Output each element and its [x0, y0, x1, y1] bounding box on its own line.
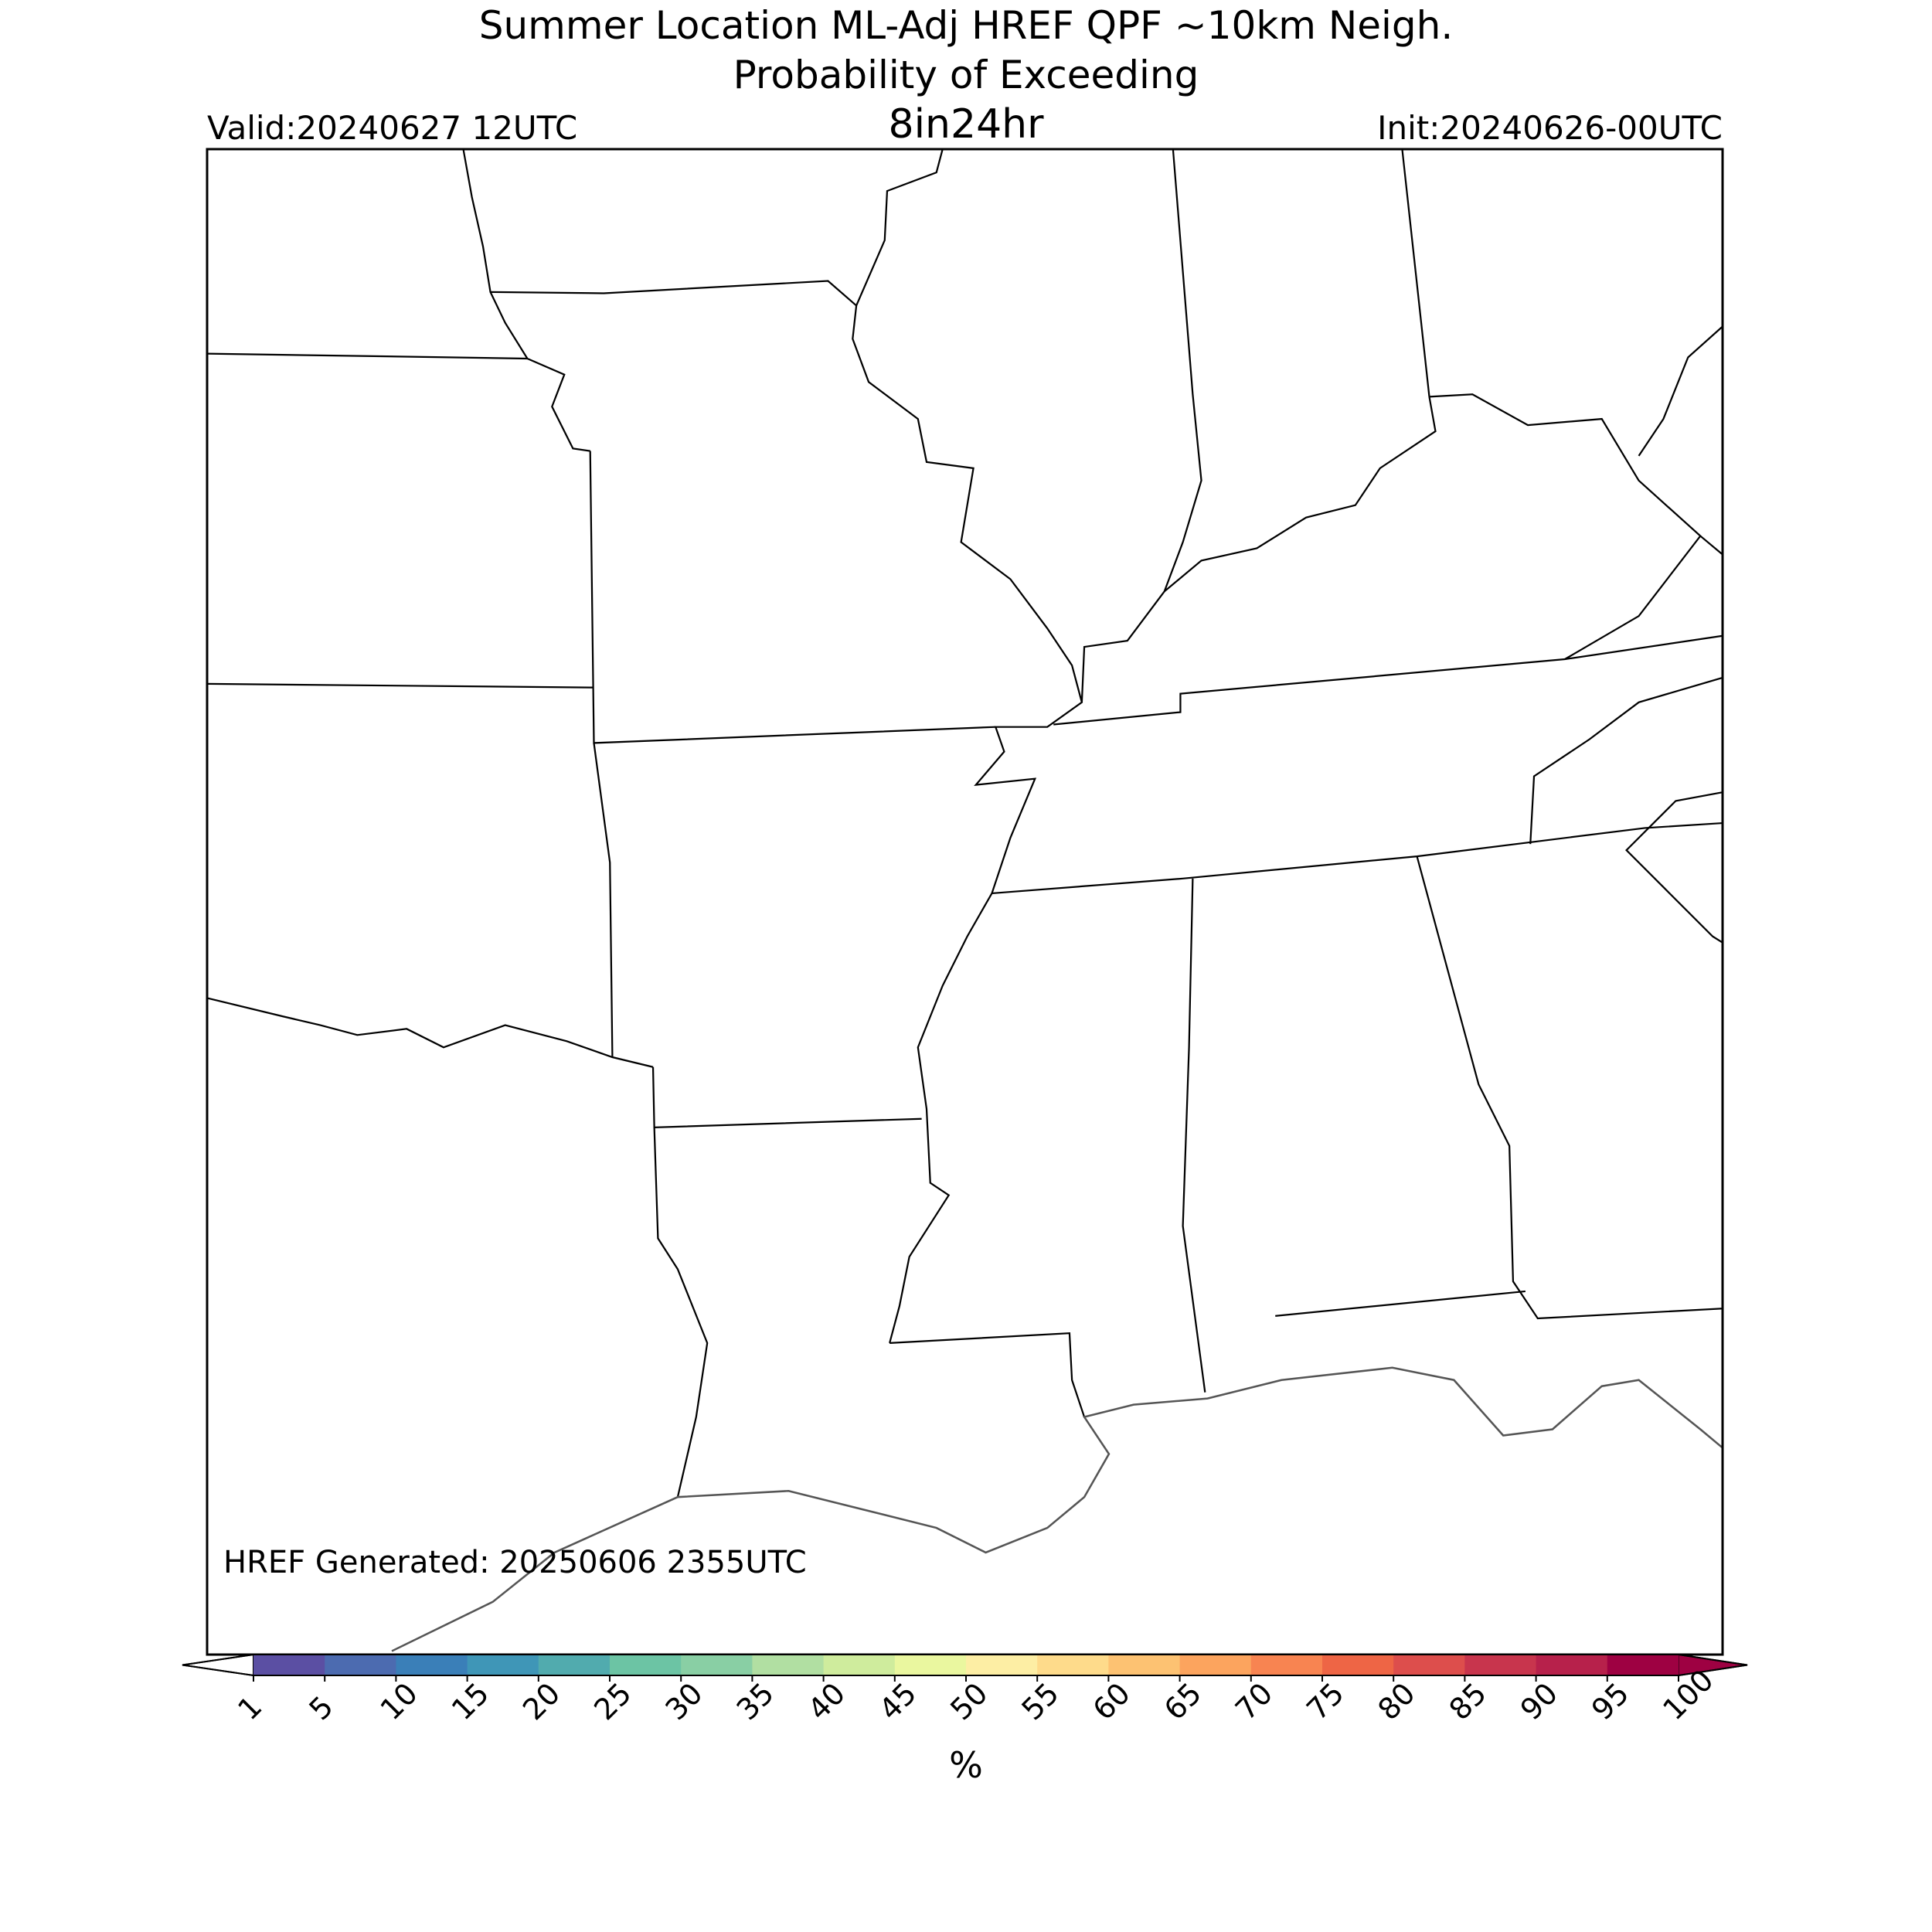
colorbar-segment	[396, 1655, 468, 1675]
colorbar-segment	[752, 1655, 825, 1675]
colorbar-segment	[325, 1655, 396, 1675]
state-border	[462, 148, 590, 452]
state-border	[1182, 878, 1206, 1393]
title-line: Probability of Exceeding	[733, 53, 1199, 97]
coastline	[391, 1366, 1723, 1652]
state-border	[1625, 791, 1723, 944]
state-border	[1401, 148, 1430, 397]
valid-time: Valid:20240627 12UTC	[207, 109, 577, 147]
colorbar-segment	[253, 1655, 325, 1675]
colorbar-segment	[538, 1655, 611, 1675]
river-border	[852, 148, 1083, 1344]
state-border	[1529, 676, 1723, 845]
state-border	[1275, 1290, 1526, 1317]
colorbar-segment	[823, 1655, 896, 1675]
colorbar-segment	[966, 1655, 1038, 1675]
threshold: 8in24hr	[889, 101, 1045, 148]
state-border	[1429, 393, 1702, 660]
colorbar-segment	[1464, 1655, 1537, 1675]
state-border	[653, 1127, 709, 1498]
colorbar-segment	[681, 1655, 753, 1675]
river-border	[1163, 396, 1437, 593]
init-time: Init:20240626-00UTC	[1377, 109, 1723, 147]
state-border	[1699, 535, 1723, 556]
title-line: Summer Location ML-Adj HREF QPF ~10km Ne…	[479, 3, 1454, 48]
colorbar-segment	[1607, 1655, 1679, 1675]
colorbar-segment	[1393, 1655, 1465, 1675]
state-border	[593, 743, 614, 1058]
map	[206, 148, 1723, 1652]
generated-note: HREF Generated: 20250606 2355UTC	[223, 1545, 807, 1580]
state-border	[206, 682, 594, 689]
state-border	[206, 997, 654, 1068]
state-border	[1638, 325, 1723, 457]
colorbar-segment	[467, 1655, 539, 1675]
state-border	[206, 352, 528, 360]
colorbar-segment	[1536, 1655, 1608, 1675]
state-border	[490, 280, 857, 307]
state-border	[1416, 855, 1723, 1320]
colorbar-segment	[1322, 1655, 1394, 1675]
colorbar-label: %	[949, 1744, 983, 1786]
state-border	[1080, 148, 1202, 702]
colorbar-segment	[1250, 1655, 1323, 1675]
colorbar-segment	[1037, 1655, 1109, 1675]
colorbar-segment	[1108, 1655, 1181, 1675]
state-border	[1053, 634, 1723, 726]
state-border	[889, 1332, 1086, 1417]
colorbar-segment	[1179, 1655, 1252, 1675]
state-border	[589, 451, 996, 744]
colorbar-segment	[610, 1655, 682, 1675]
colorbar-segment	[894, 1655, 967, 1675]
